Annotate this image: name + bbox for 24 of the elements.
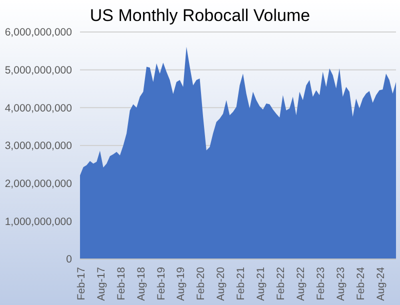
x-tick-label: Feb-23	[314, 266, 327, 300]
x-tick-label: Feb-19	[155, 266, 168, 300]
y-tick-label: 0	[66, 254, 72, 266]
x-tick-label: Feb-18	[115, 266, 128, 300]
y-tick-label: 1,000,000,000	[4, 216, 72, 228]
chart-title: US Monthly Robocall Volume	[88, 6, 312, 26]
x-tick-label: Feb-22	[275, 266, 288, 300]
x-tick-label: Feb-20	[195, 266, 208, 300]
x-tick-label: Feb-24	[354, 266, 367, 300]
x-tick-label: Aug-20	[215, 266, 228, 301]
x-tick-label: Aug-24	[374, 266, 387, 301]
x-tick-label: Aug-17	[95, 266, 108, 301]
y-tick-label: 3,000,000,000	[4, 140, 72, 152]
x-tick-label: Aug-21	[255, 266, 268, 301]
x-tick-label: Aug-19	[175, 266, 188, 301]
x-tick-label: Aug-18	[135, 266, 148, 301]
y-tick-label: 2,000,000,000	[4, 178, 72, 190]
y-tick-label: 4,000,000,000	[4, 102, 72, 114]
x-tick-label: Aug-22	[294, 266, 307, 301]
y-tick-label: 5,000,000,000	[4, 64, 72, 77]
x-tick-label: Feb-21	[235, 266, 248, 300]
x-tick-label: Feb-17	[75, 266, 88, 300]
x-tick-label: Aug-23	[334, 266, 347, 301]
y-tick-label: 6,000,000,000	[4, 26, 72, 39]
